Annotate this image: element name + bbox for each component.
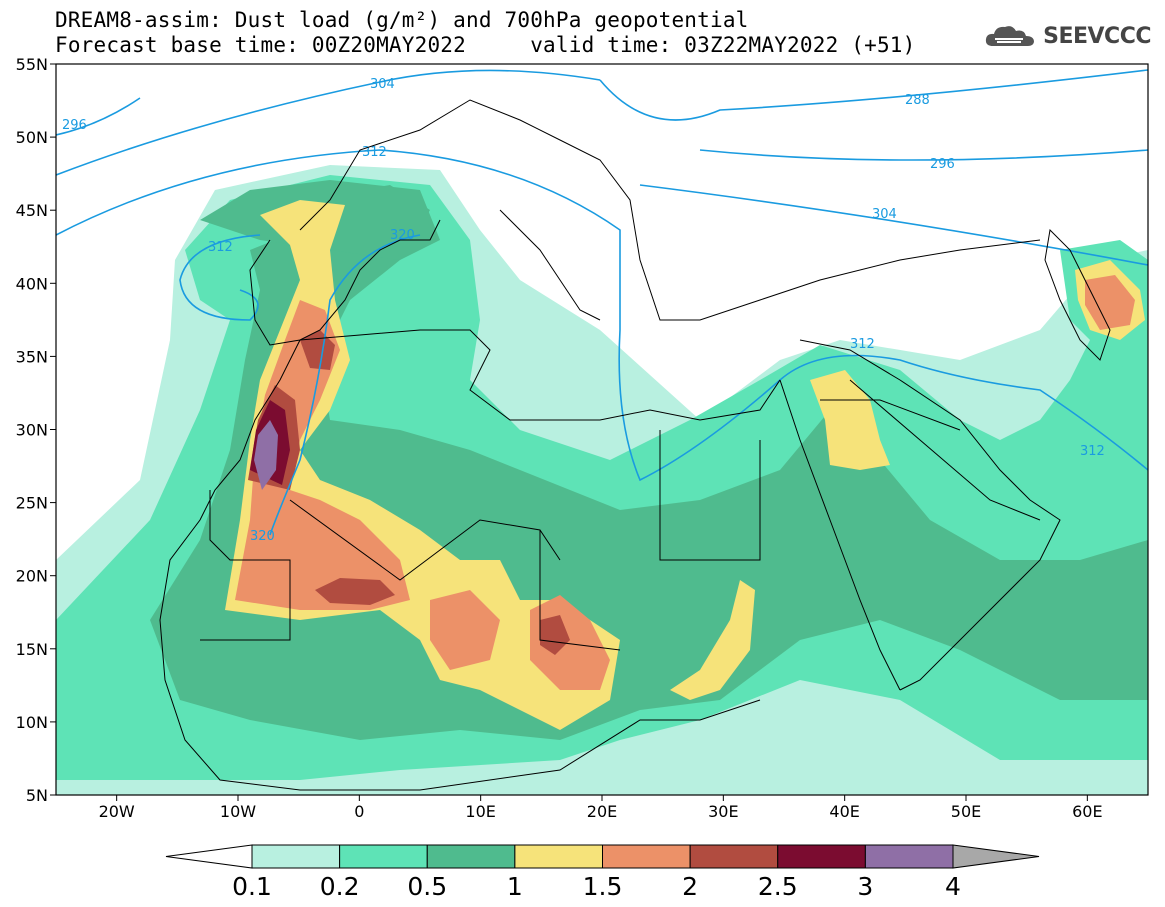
contour-label: 304 — [872, 207, 897, 222]
contour-288 — [599, 69, 1148, 121]
lon-label: 10E — [465, 802, 495, 821]
colorbar-tick-label: 4 — [945, 872, 961, 901]
lat-label: 10N — [16, 713, 48, 732]
dust-patch-arabia-1 — [810, 370, 890, 470]
lon-label: 30E — [708, 802, 738, 821]
latitude-axis: 55N 50N 45N 40N 35N 30N 25N 20N 15N 10N 5N — [16, 55, 56, 805]
lat-label: 50N — [16, 128, 48, 147]
dust-patch-sahara-1 — [670, 580, 755, 700]
contour-label: 312 — [1080, 444, 1105, 459]
contour-label: 312 — [362, 145, 387, 160]
lon-label: 40E — [829, 802, 859, 821]
dust-patch-niger-1.5 — [430, 590, 500, 670]
dust-patch-morocco-2 — [300, 330, 335, 370]
dust-level-3 — [254, 420, 278, 490]
border-middle-east — [820, 379, 1041, 521]
coastlines — [159, 99, 1111, 791]
colorbar-swatch — [864, 844, 954, 869]
seevccc-logo: SEEVCCC — [983, 22, 1151, 50]
colorbar-tick-label: 2 — [682, 872, 698, 901]
lon-label: 0 — [354, 802, 364, 821]
colorbar-swatch — [339, 844, 428, 869]
coast-italy — [499, 209, 601, 321]
map-title: DREAM8-assim: Dust load (g/m²) and 700hP… — [55, 8, 749, 32]
contour-label: 312 — [208, 240, 233, 255]
colorbar-under-arrow — [165, 844, 253, 869]
contour-label: 296 — [930, 157, 955, 172]
colorbar-tick-label: 0.5 — [407, 872, 447, 901]
colorbar-tick-label: 1.5 — [583, 872, 623, 901]
coast-iberia — [249, 219, 441, 346]
colorbar: 0.1 0.2 0.5 1 1.5 2 2.5 3 4 — [165, 844, 1040, 901]
colorbar-swatch — [514, 844, 603, 869]
longitude-axis: 20W 10W 0 10E 20E 30E 40E 50E 60E — [99, 795, 1103, 821]
lat-label: 40N — [16, 274, 48, 293]
lat-label: 5N — [26, 786, 48, 805]
border-west-africa — [200, 430, 761, 651]
contour-320 — [269, 234, 421, 536]
coast-europe — [299, 99, 1041, 321]
forecast-time-line: Forecast base time: 00Z20MAY2022 valid t… — [55, 33, 916, 57]
contour-labels: 296 304 312 320 288 296 304 312 320 312 … — [62, 77, 1105, 544]
lat-label: 35N — [16, 347, 48, 366]
contour-296-west — [56, 97, 141, 136]
contour-304-main — [56, 69, 601, 176]
coast-africa-north — [159, 329, 781, 791]
colorbar-swatch — [251, 844, 341, 869]
contour-296-east — [699, 149, 1148, 161]
contour-label: 320 — [250, 529, 275, 544]
dust-field — [56, 64, 1148, 795]
contour-label: 304 — [370, 77, 395, 92]
lat-label: 30N — [16, 421, 48, 440]
contour-304-east — [639, 184, 1148, 266]
lat-label: 15N — [16, 640, 48, 659]
lat-label: 45N — [16, 201, 48, 220]
lon-label: 10W — [220, 802, 256, 821]
lon-label: 20E — [587, 802, 617, 821]
colorbar-swatch — [777, 844, 866, 869]
dust-patch-mali-2 — [315, 578, 395, 605]
colorbar-tick-label: 0.2 — [320, 872, 360, 901]
lon-label: 20W — [99, 802, 135, 821]
geopotential-contours — [56, 69, 1148, 536]
contour-312-main — [56, 149, 1148, 482]
dust-patch-caspian-1.5 — [1085, 275, 1135, 330]
colorbar-tick-label: 2.5 — [758, 872, 798, 901]
lat-label: 55N — [16, 55, 48, 74]
coast-caspian — [1044, 228, 1111, 361]
lat-label: 20N — [16, 567, 48, 586]
colorbar-swatch — [426, 844, 516, 869]
colorbar-swatch — [602, 844, 691, 869]
contour-label: 288 — [905, 93, 930, 108]
contour-label: 312 — [850, 337, 875, 352]
lon-label: 60E — [1072, 802, 1102, 821]
dust-patch-chad-2 — [540, 615, 570, 655]
colorbar-tick-label: 3 — [857, 872, 873, 901]
coast-arabia — [799, 339, 1061, 691]
lon-label: 50E — [951, 802, 981, 821]
dust-level-1.5 — [235, 300, 410, 610]
lat-label: 25N — [16, 494, 48, 513]
contour-label: 296 — [62, 118, 87, 133]
colorbar-over-arrow — [952, 844, 1040, 869]
colorbar-swatch — [689, 844, 779, 869]
colorbar-tick-label: 1 — [507, 872, 523, 901]
cloud-icon — [986, 26, 1035, 46]
contour-label: 320 — [390, 228, 415, 243]
logo-text: SEEVCCC — [1043, 23, 1151, 49]
contour-312-loop — [179, 234, 261, 321]
coast-red-sea — [779, 379, 901, 691]
colorbar-tick-label: 0.1 — [232, 872, 272, 901]
